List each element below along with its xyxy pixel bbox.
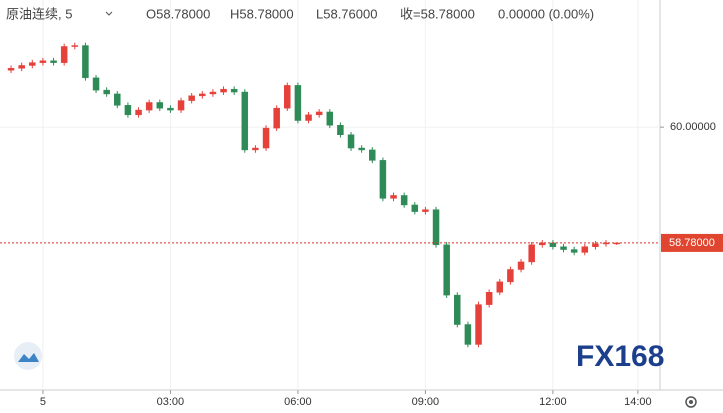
candle-body [326, 111, 334, 126]
candle-body [464, 324, 472, 345]
candle-body [103, 89, 110, 95]
header: 原油连续, 5 O58.78000 H58.78000 L58.76000 收=… [6, 6, 594, 21]
candle-body [241, 91, 249, 151]
x-tick-label: 12:00 [539, 396, 567, 408]
candle-body [539, 242, 546, 246]
candle-body [337, 125, 344, 135]
candle-body [592, 243, 599, 247]
candle-body [496, 281, 504, 293]
candles [7, 42, 620, 348]
candle-body [422, 209, 429, 212]
candle-body [199, 93, 206, 97]
candle-body [549, 242, 557, 247]
candle-body [71, 45, 79, 47]
candle-body [124, 105, 132, 116]
candle-body [507, 269, 514, 283]
candle-body [581, 246, 589, 253]
candle-body [220, 88, 227, 93]
dropdown-icon[interactable] [105, 11, 113, 16]
candle-body [29, 62, 36, 66]
last-price-badge [661, 233, 723, 252]
candle-body [252, 147, 259, 151]
candle-body [177, 100, 185, 111]
candle-body [92, 77, 100, 91]
legend-open: O58.78000 [146, 6, 210, 21]
x-tick-label: 09:00 [412, 396, 440, 408]
candle-body [443, 244, 450, 296]
candle-body [18, 65, 25, 69]
candle-body [294, 85, 302, 121]
candle-body [156, 102, 164, 109]
legend-low: L58.76000 [316, 6, 377, 21]
settings-icon[interactable] [685, 396, 697, 408]
candle-body [50, 60, 57, 63]
legend-change: 0.00000 (0.00%) [498, 6, 594, 21]
candle-body [39, 60, 47, 63]
candle-body [390, 195, 397, 199]
candle-body [230, 88, 238, 93]
x-tick-label: 03:00 [157, 396, 185, 408]
candle-body [262, 127, 270, 149]
candle-body [369, 149, 376, 161]
x-tick-label: 06:00 [284, 396, 312, 408]
candle-body [454, 294, 461, 325]
candle-body [411, 204, 419, 212]
candle-body [82, 45, 89, 79]
candle-body [485, 292, 493, 305]
candle-body [188, 95, 195, 101]
symbol: 原油连续, 5 [6, 6, 72, 21]
x-tick-label: 5 [40, 396, 46, 408]
candle-body [209, 91, 217, 95]
candle-body [347, 134, 355, 149]
candle-body [475, 304, 482, 345]
candle-body [570, 249, 578, 253]
last-price-label: 58.78000 [669, 237, 715, 249]
candle-body [528, 244, 535, 263]
candle-body [145, 102, 153, 111]
legend-high: H58.78000 [230, 6, 294, 21]
candle-body [273, 107, 280, 129]
legend-close: 收=58.78000 [400, 6, 475, 21]
candle-body [432, 209, 440, 246]
candle-body [167, 107, 174, 111]
candle-body [315, 111, 323, 116]
candle-body [400, 195, 408, 206]
candle-body [379, 160, 387, 199]
y-tick-label: 60.00000 [670, 121, 716, 133]
logo-icon[interactable] [14, 342, 42, 370]
candle-body [135, 109, 142, 116]
watermark: FX168 [576, 340, 664, 373]
candle-body [284, 85, 291, 109]
candle-body [60, 46, 68, 63]
candle-body [7, 68, 15, 71]
candle-body [517, 261, 525, 270]
candle-body [114, 93, 121, 106]
x-tick-label: 14:00 [624, 396, 652, 408]
candle-body [560, 246, 567, 250]
candle-body [305, 114, 312, 121]
candle-body [358, 147, 365, 151]
